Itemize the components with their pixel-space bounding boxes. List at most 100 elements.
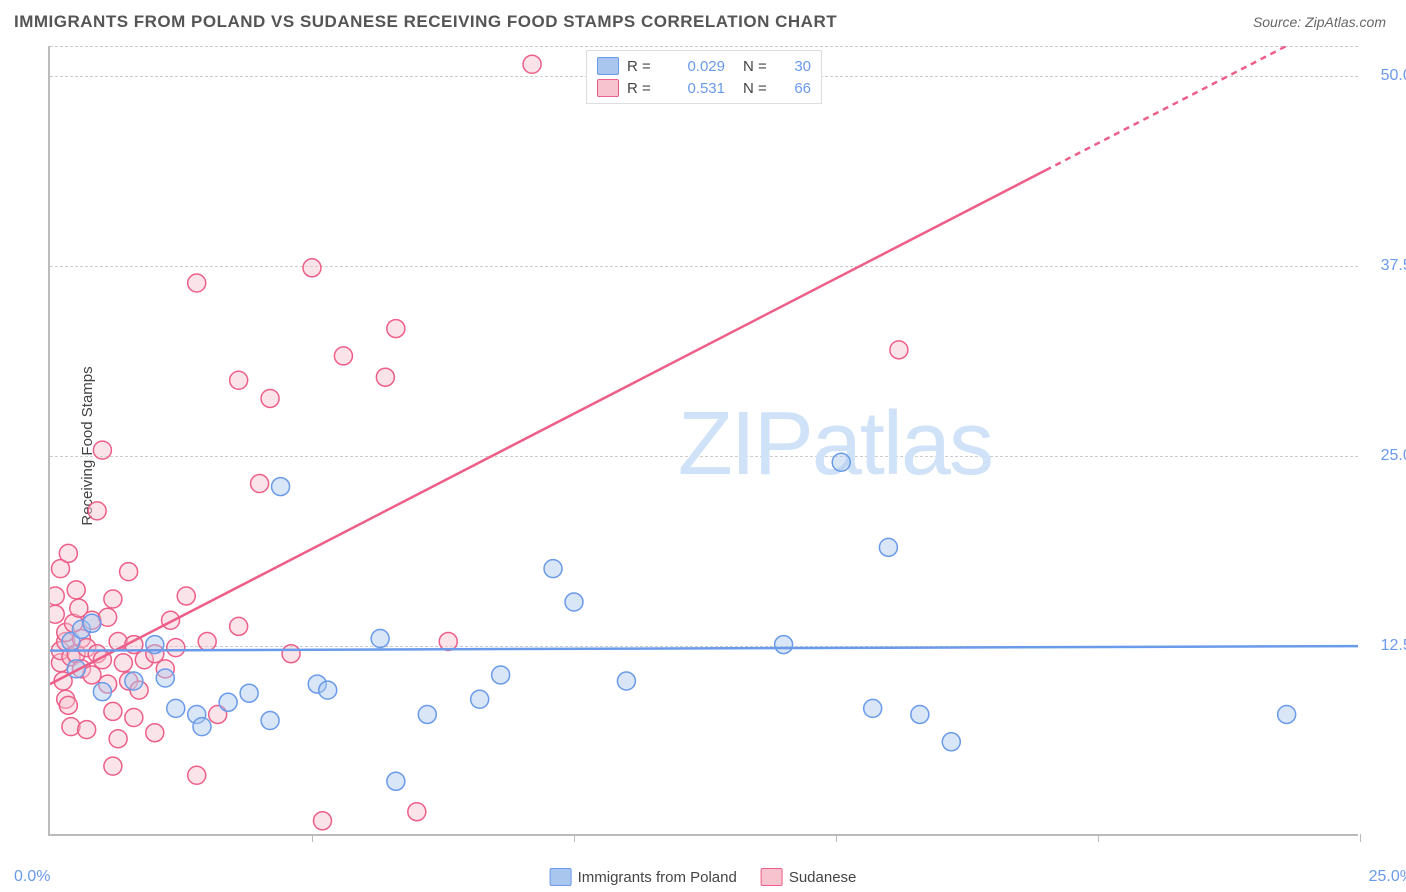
data-point-poland — [492, 666, 510, 684]
data-point-sudanese — [93, 441, 111, 459]
y-tick-label: 25.0% — [1381, 447, 1406, 465]
legend-r-label: R = — [627, 58, 661, 75]
data-point-sudanese — [282, 645, 300, 663]
trend-line-poland — [50, 646, 1358, 651]
data-point-sudanese — [59, 696, 77, 714]
data-point-sudanese — [334, 347, 352, 365]
data-point-sudanese — [162, 611, 180, 629]
data-point-sudanese — [50, 605, 64, 623]
data-point-poland — [832, 453, 850, 471]
data-point-sudanese — [146, 724, 164, 742]
legend-n-label: N = — [743, 80, 773, 97]
data-point-sudanese — [376, 368, 394, 386]
data-point-poland — [319, 681, 337, 699]
data-point-sudanese — [167, 639, 185, 657]
data-point-sudanese — [120, 563, 138, 581]
legend-n-value-poland: 30 — [781, 58, 811, 75]
chart-plot-area: ZIPatlas R = 0.029 N = 30 R = 0.531 N = … — [48, 46, 1358, 836]
x-tick — [574, 834, 575, 842]
legend-n-value-sudanese: 66 — [781, 80, 811, 97]
legend-row-poland: R = 0.029 N = 30 — [597, 55, 811, 77]
data-point-sudanese — [408, 803, 426, 821]
y-tick-label: 50.0% — [1381, 67, 1406, 85]
data-point-poland — [272, 478, 290, 496]
data-point-sudanese — [439, 633, 457, 651]
data-point-sudanese — [890, 341, 908, 359]
y-tick-label: 12.5% — [1381, 637, 1406, 655]
legend-r-value-sudanese: 0.531 — [669, 80, 725, 97]
legend-item-sudanese: Sudanese — [761, 868, 857, 886]
data-point-sudanese — [261, 389, 279, 407]
data-point-poland — [93, 683, 111, 701]
legend-n-label: N = — [743, 58, 773, 75]
data-point-poland — [371, 630, 389, 648]
data-point-sudanese — [177, 587, 195, 605]
data-point-sudanese — [230, 371, 248, 389]
data-point-sudanese — [188, 274, 206, 292]
data-point-sudanese — [313, 812, 331, 830]
data-point-sudanese — [104, 702, 122, 720]
data-point-poland — [387, 772, 405, 790]
series-legend: Immigrants from Poland Sudanese — [550, 868, 857, 886]
x-axis-max-label: 25.0% — [1369, 868, 1406, 886]
chart-title: IMMIGRANTS FROM POLAND VS SUDANESE RECEI… — [14, 12, 837, 32]
data-point-poland — [167, 699, 185, 717]
data-point-poland — [240, 684, 258, 702]
data-point-poland — [193, 718, 211, 736]
legend-row-sudanese: R = 0.531 N = 66 — [597, 77, 811, 99]
trend-line-sudanese — [50, 170, 1046, 684]
data-point-sudanese — [62, 718, 80, 736]
data-point-poland — [879, 538, 897, 556]
swatch-icon — [550, 868, 572, 886]
data-point-poland — [565, 593, 583, 611]
data-point-poland — [1278, 705, 1296, 723]
data-point-poland — [471, 690, 489, 708]
data-point-sudanese — [387, 320, 405, 338]
legend-label-poland: Immigrants from Poland — [578, 869, 737, 886]
data-point-sudanese — [67, 581, 85, 599]
data-point-sudanese — [230, 617, 248, 635]
data-point-poland — [219, 693, 237, 711]
data-point-sudanese — [104, 590, 122, 608]
data-point-poland — [775, 636, 793, 654]
correlation-legend: R = 0.029 N = 30 R = 0.531 N = 66 — [586, 50, 822, 104]
data-point-sudanese — [109, 730, 127, 748]
data-point-poland — [911, 705, 929, 723]
x-tick — [1360, 834, 1361, 842]
trend-line-extrapolated-sudanese — [1046, 46, 1358, 170]
data-point-sudanese — [523, 55, 541, 73]
x-tick — [836, 834, 837, 842]
legend-item-poland: Immigrants from Poland — [550, 868, 737, 886]
data-point-poland — [418, 705, 436, 723]
data-point-sudanese — [114, 654, 132, 672]
data-point-poland — [942, 733, 960, 751]
data-point-sudanese — [251, 475, 269, 493]
data-point-poland — [125, 672, 143, 690]
data-point-poland — [544, 560, 562, 578]
legend-r-value-poland: 0.029 — [669, 58, 725, 75]
x-tick — [1098, 834, 1099, 842]
data-point-sudanese — [188, 766, 206, 784]
legend-r-label: R = — [627, 80, 661, 97]
source-attribution: Source: ZipAtlas.com — [1253, 14, 1386, 30]
x-axis-min-label: 0.0% — [14, 868, 50, 886]
x-tick — [312, 834, 313, 842]
y-tick-label: 37.5% — [1381, 257, 1406, 275]
legend-label-sudanese: Sudanese — [789, 869, 857, 886]
data-point-sudanese — [303, 259, 321, 277]
data-point-sudanese — [198, 633, 216, 651]
data-point-poland — [83, 614, 101, 632]
data-point-poland — [261, 712, 279, 730]
data-point-sudanese — [125, 709, 143, 727]
scatter-svg — [50, 46, 1358, 834]
data-point-sudanese — [59, 544, 77, 562]
data-point-poland — [864, 699, 882, 717]
data-point-poland — [617, 672, 635, 690]
data-point-sudanese — [104, 757, 122, 775]
data-point-sudanese — [88, 502, 106, 520]
swatch-icon — [761, 868, 783, 886]
data-point-poland — [156, 669, 174, 687]
data-point-sudanese — [50, 587, 64, 605]
swatch-sudanese — [597, 79, 619, 97]
data-point-sudanese — [78, 721, 96, 739]
